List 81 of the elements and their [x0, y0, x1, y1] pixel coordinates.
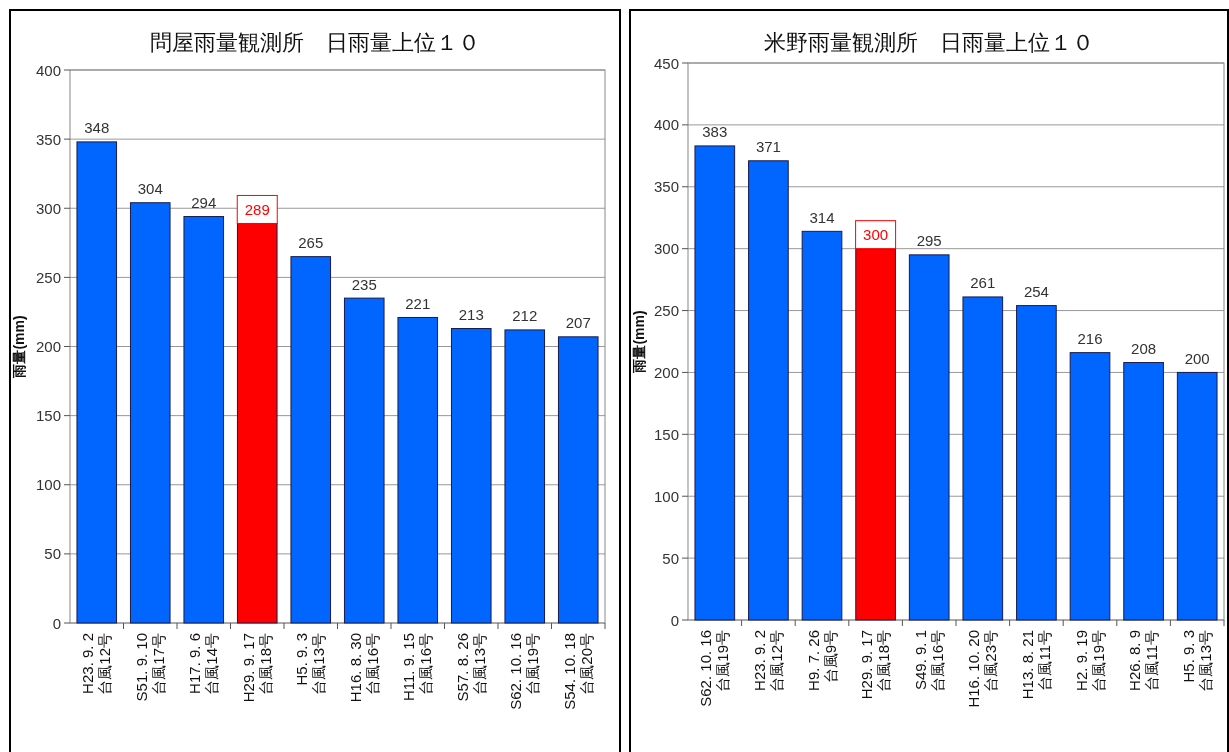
y-tick-label: 350 [653, 178, 679, 196]
x-tick-label: H5. 9. 3 台風13号 [293, 633, 328, 695]
x-tick-label: H16. 8. 30 台風16号 [346, 633, 381, 703]
data-label: 300 [863, 226, 889, 244]
bar [76, 141, 118, 624]
bar [1069, 352, 1111, 621]
chart-title: 問屋雨量観測所 日雨量上位１０ [150, 29, 480, 55]
x-tick-label: H11. 9. 15 台風16号 [400, 633, 435, 702]
bar [343, 297, 385, 624]
x-tick-label: H9. 7. 26 台風9号 [804, 630, 839, 691]
x-tick-label: S51. 9. 10 台風17号 [132, 633, 167, 702]
x-tick-label: H16. 10. 20 台風23号 [965, 630, 1000, 708]
y-tick-label: 0 [52, 614, 61, 632]
y-tick-label: 400 [35, 61, 61, 79]
x-tick-label: H5. 9. 3 台風13号 [1179, 630, 1214, 692]
y-tick-label: 250 [653, 302, 679, 320]
data-label: 213 [458, 306, 484, 324]
x-tick-label: S62. 10. 16 台風19号 [697, 630, 732, 707]
data-label: 314 [809, 208, 835, 226]
y-tick-label: 200 [35, 338, 61, 355]
data-label: 348 [84, 119, 110, 137]
chart-title: 米野雨量観測所 日雨量上位１０ [764, 29, 1094, 55]
y-tick-label: 100 [653, 487, 679, 505]
data-label: 304 [137, 180, 163, 198]
x-tick-label: H17. 9. 6 台風14号 [186, 633, 221, 695]
bar [962, 296, 1004, 621]
y-tick-label: 400 [653, 116, 679, 134]
x-tick-label: H29. 9. 17 台風18号 [239, 633, 274, 703]
data-label: 200 [1184, 349, 1210, 367]
x-tick-label: S57. 8. 26 台風13号 [453, 633, 488, 702]
y-axis-title: 雨量(mm) [631, 310, 647, 374]
x-tick-label: H13. 8. 21 台風11号 [1018, 630, 1053, 700]
data-label: 261 [970, 274, 996, 292]
data-label: 265 [298, 234, 324, 252]
bar [801, 230, 843, 621]
x-tick-label: H23. 9. 2 台風12号 [79, 633, 114, 695]
bar [1016, 305, 1057, 621]
y-tick-label: 50 [44, 545, 61, 563]
y-axis-title: 雨量(mm) [11, 315, 27, 379]
bar [504, 329, 546, 624]
x-tick-label: S54. 10. 18 台風20号 [560, 633, 595, 710]
bar [1176, 371, 1218, 621]
y-tick-label: 350 [35, 130, 61, 148]
y-tick-label: 450 [653, 54, 679, 72]
bar [290, 256, 332, 624]
data-label: 208 [1131, 340, 1157, 358]
data-label: 383 [702, 123, 728, 141]
x-tick-label: H2. 9. 19 台風19号 [1072, 630, 1107, 692]
data-label: 289 [244, 200, 270, 218]
data-label: 212 [512, 307, 538, 325]
data-label: 221 [405, 294, 431, 312]
bar [183, 216, 225, 624]
x-tick-label: H23. 9. 2 台風12号 [750, 630, 785, 692]
y-tick-label: 150 [35, 407, 61, 425]
data-label: 295 [916, 232, 942, 250]
y-tick-label: 0 [670, 611, 679, 629]
bar [908, 254, 950, 621]
bar [557, 336, 599, 624]
y-tick-label: 300 [653, 240, 679, 258]
bar [450, 328, 492, 624]
data-label: 216 [1077, 330, 1103, 348]
x-tick-label: S49. 9. 1 台風16号 [911, 630, 946, 692]
y-tick-label: 200 [653, 363, 679, 381]
bar [129, 202, 171, 624]
bar [694, 145, 736, 621]
data-label: 254 [1023, 283, 1049, 301]
y-tick-label: 150 [653, 425, 679, 443]
data-label: 294 [191, 194, 217, 212]
bar [397, 316, 439, 624]
bar [748, 160, 789, 621]
x-tick-label: H29. 9. 17 台風18号 [858, 630, 893, 700]
y-tick-label: 100 [35, 476, 61, 494]
y-tick-label: 50 [662, 549, 679, 567]
bar [1123, 362, 1164, 621]
data-label: 207 [565, 314, 591, 332]
x-tick-label: S62. 10. 16 台風19号 [507, 633, 542, 710]
data-label: 235 [351, 275, 377, 293]
y-tick-label: 250 [35, 268, 61, 286]
data-label: 371 [755, 138, 781, 156]
y-tick-label: 300 [35, 199, 61, 217]
x-tick-label: H26. 8. 9 台風11号 [1126, 630, 1161, 691]
